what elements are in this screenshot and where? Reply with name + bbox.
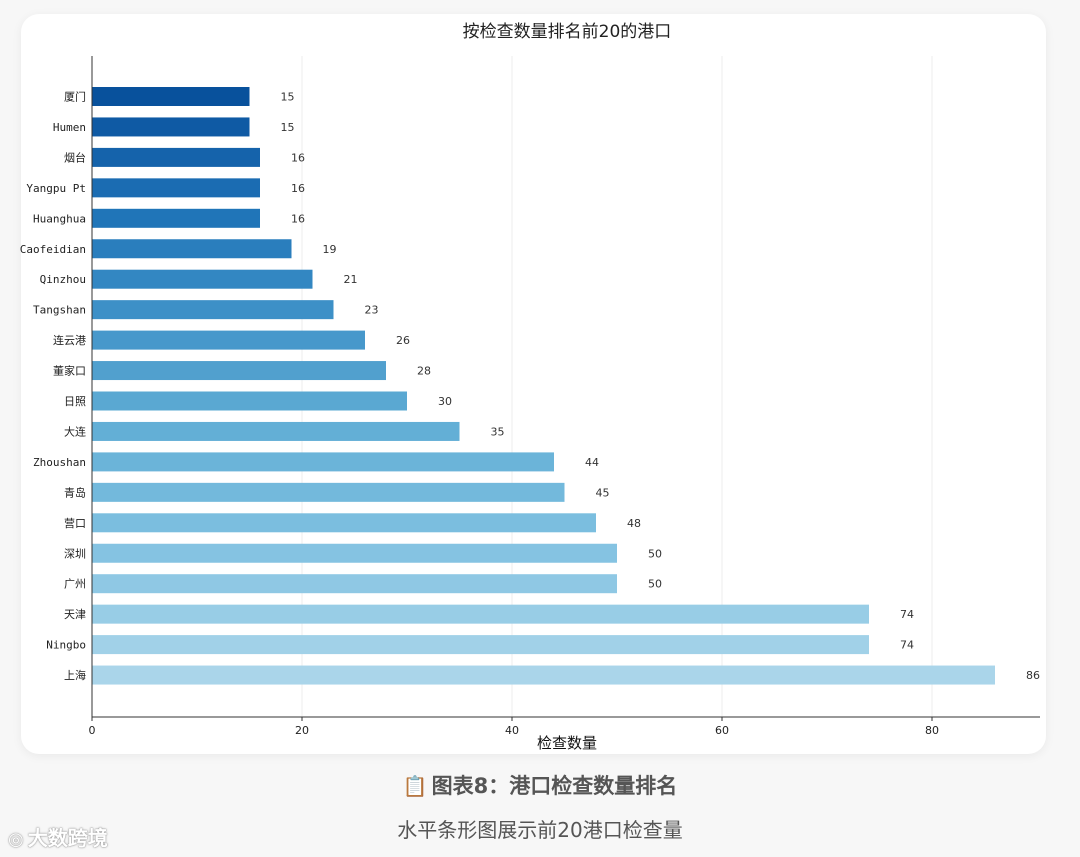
bar: [92, 391, 407, 411]
value-label: 16: [291, 182, 305, 195]
bar: [92, 208, 260, 228]
figure-caption: 📋 图表8：港口检查数量排名: [0, 770, 1080, 800]
category-label: 广州: [64, 578, 86, 591]
category-label: Tangshan: [33, 304, 86, 317]
bar: [92, 269, 313, 289]
value-label: 21: [344, 273, 358, 286]
bar: [92, 239, 292, 259]
x-tick-label: 0: [89, 724, 96, 737]
bars: [92, 87, 995, 685]
category-label: 日照: [64, 395, 86, 408]
category-label: Qinzhou: [40, 273, 86, 286]
watermark: ◎ 大数跨境: [8, 822, 108, 851]
bar: [92, 330, 365, 350]
category-label: Ningbo: [46, 639, 86, 652]
value-label: 15: [281, 91, 295, 104]
category-labels: 厦门 Humen 烟台 Yangpu Pt Huanghua Caofeidian Qinz…: [20, 90, 86, 683]
value-label: 16: [291, 212, 305, 225]
value-label: 74: [900, 608, 914, 621]
bar: [92, 117, 250, 137]
x-axis-label: 检查数量: [537, 734, 597, 752]
value-label: 26: [396, 334, 410, 347]
bar: [92, 147, 260, 167]
bar: [92, 178, 260, 198]
value-labels: 15 15 16 16 16 19 21 23 26 28 30 35 44 45 48 50 50 74 74 86: [281, 91, 1041, 683]
x-tick-label: 20: [295, 724, 309, 737]
value-label: 74: [900, 639, 914, 652]
category-label: Caofeidian: [20, 243, 86, 256]
value-label: 50: [648, 547, 662, 560]
figure-caption-text: 图表8：港口检查数量排名: [431, 774, 678, 798]
x-ticks: 0 20 40 60 80: [89, 717, 939, 737]
chart-card: [21, 14, 1046, 754]
bar: [92, 482, 565, 502]
category-label: Zhoushan: [33, 456, 86, 469]
clipboard-icon: 📋: [402, 774, 428, 798]
value-label: 15: [281, 121, 295, 134]
category-label: 董家口: [53, 364, 86, 378]
bar: [92, 513, 596, 533]
watermark-text: 大数跨境: [27, 826, 108, 850]
value-label: 86: [1026, 669, 1040, 682]
x-tick-label: 80: [925, 724, 939, 737]
value-label: 45: [596, 486, 610, 499]
category-label: 连云港: [53, 334, 86, 347]
figure-subtitle: 水平条形图展示前20港口检查量: [397, 818, 683, 842]
x-tick-label: 60: [715, 724, 729, 737]
bar: [92, 543, 617, 563]
category-label: 青岛: [64, 485, 86, 499]
bar: [92, 87, 250, 106]
bar: [92, 361, 386, 381]
value-label: 16: [291, 151, 305, 164]
category-label: Humen: [53, 121, 86, 134]
bar: [92, 635, 869, 655]
value-label: 44: [585, 456, 599, 469]
category-label: 上海: [64, 668, 86, 682]
bar: [92, 421, 460, 441]
value-label: 50: [648, 578, 662, 591]
value-label: 48: [627, 517, 641, 530]
category-label: 天津: [64, 608, 86, 621]
bar: [92, 452, 554, 472]
value-label: 28: [417, 365, 431, 378]
category-label: Yangpu Pt: [26, 182, 86, 195]
value-label: 30: [438, 395, 452, 408]
bar-chart: 按检查数量排名前20的港口 厦门 Humen 烟台 Yangpu Pt Huanghua…: [20, 22, 1041, 752]
category-label: Huanghua: [33, 212, 86, 225]
value-label: 23: [365, 304, 379, 317]
logo-icon: ◎: [8, 829, 24, 850]
category-label: 深圳: [64, 547, 86, 560]
value-label: 35: [491, 425, 505, 438]
category-label: 大连: [64, 424, 86, 438]
bar: [92, 604, 869, 624]
x-tick-label: 40: [505, 724, 519, 737]
category-label: 烟台: [64, 150, 86, 164]
bar: [92, 665, 995, 685]
axes: [91, 56, 1040, 718]
bar: [92, 300, 334, 320]
category-label: 厦门: [64, 90, 86, 104]
bar: [92, 574, 617, 594]
value-label: 19: [323, 243, 337, 256]
chart-title: 按检查数量排名前20的港口: [463, 22, 672, 42]
category-label: 营口: [64, 516, 86, 530]
